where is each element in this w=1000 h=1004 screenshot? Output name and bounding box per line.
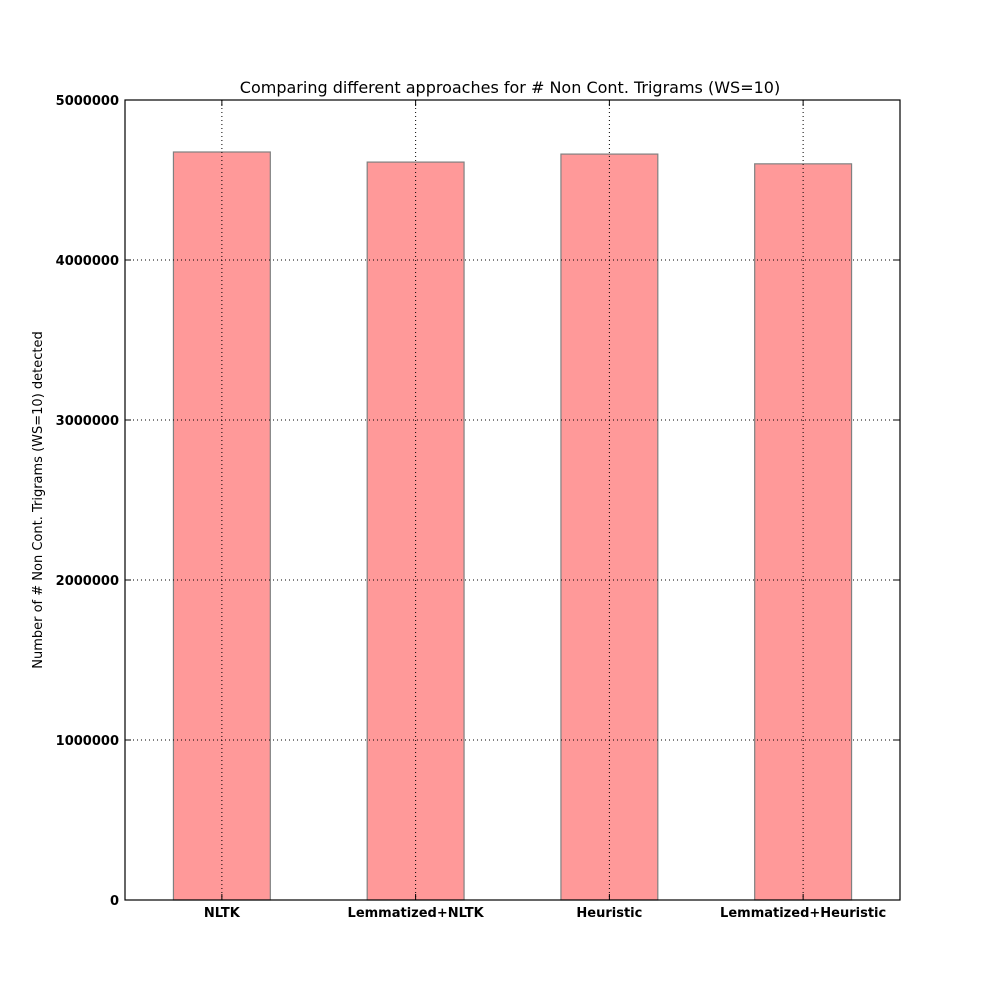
bars-layer [125,100,900,901]
x-tick-label: NLTK [204,906,241,921]
x-tick-label: Lemmatized+NLTK [348,906,485,921]
y-tick-label: 4000000 [56,254,119,269]
y-tick-label: 2000000 [56,574,119,589]
x-tick-label: Heuristic [576,906,642,921]
y-tick-labels: 0 1000000 2000000 3000000 4000000 5000000 [56,94,119,909]
y-axis-label: Number of # Non Cont. Trigrams (WS=10) d… [31,331,46,669]
chart-title: Comparing different approaches for # Non… [240,78,780,97]
bar-lemmatized-heuristic [754,163,853,901]
bar-heuristic [560,153,659,901]
y-tick-label: 5000000 [56,94,119,109]
plot-frame [124,99,901,901]
x-tick-label: Lemmatized+Heuristic [720,906,886,921]
y-tick-label: 1000000 [56,734,119,749]
y-tick-label: 3000000 [56,414,119,429]
x-tick-labels: NLTK Lemmatized+NLTK Heuristic Lemmatized+H… [204,906,886,921]
bar-lemmatized-nltk [366,161,465,901]
y-tick-label: 0 [110,894,119,909]
